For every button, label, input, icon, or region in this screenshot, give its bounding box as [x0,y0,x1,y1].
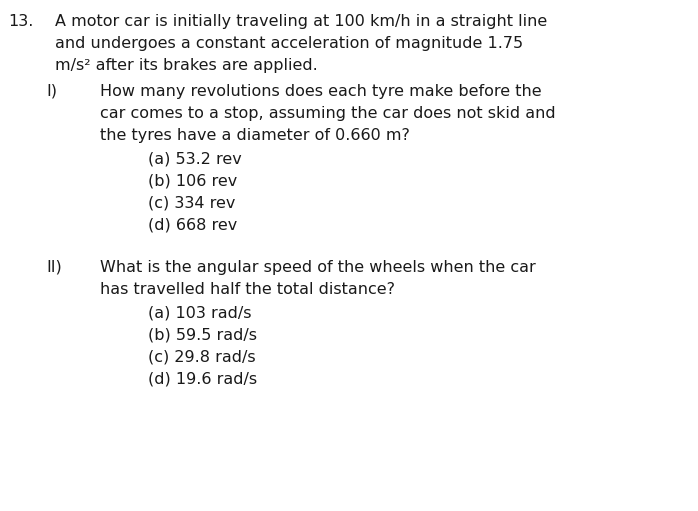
Text: II): II) [46,260,61,275]
Text: 13.: 13. [8,14,34,29]
Text: A motor car is initially traveling at 100 km/h in a straight line: A motor car is initially traveling at 10… [55,14,547,29]
Text: How many revolutions does each tyre make before the: How many revolutions does each tyre make… [100,84,542,99]
Text: (b) 59.5 rad/s: (b) 59.5 rad/s [148,328,257,343]
Text: I): I) [46,84,57,99]
Text: (b) 106 rev: (b) 106 rev [148,174,237,189]
Text: (a) 103 rad/s: (a) 103 rad/s [148,306,251,321]
Text: (d) 668 rev: (d) 668 rev [148,218,237,233]
Text: has travelled half the total distance?: has travelled half the total distance? [100,282,395,297]
Text: and undergoes a constant acceleration of magnitude 1.75: and undergoes a constant acceleration of… [55,36,523,51]
Text: (c) 29.8 rad/s: (c) 29.8 rad/s [148,350,255,365]
Text: m/s² after its brakes are applied.: m/s² after its brakes are applied. [55,58,318,73]
Text: What is the angular speed of the wheels when the car: What is the angular speed of the wheels … [100,260,536,275]
Text: (a) 53.2 rev: (a) 53.2 rev [148,152,242,167]
Text: the tyres have a diameter of 0.660 m?: the tyres have a diameter of 0.660 m? [100,128,410,143]
Text: (c) 334 rev: (c) 334 rev [148,196,235,211]
Text: car comes to a stop, assuming the car does not skid and: car comes to a stop, assuming the car do… [100,106,556,121]
Text: (d) 19.6 rad/s: (d) 19.6 rad/s [148,372,257,387]
